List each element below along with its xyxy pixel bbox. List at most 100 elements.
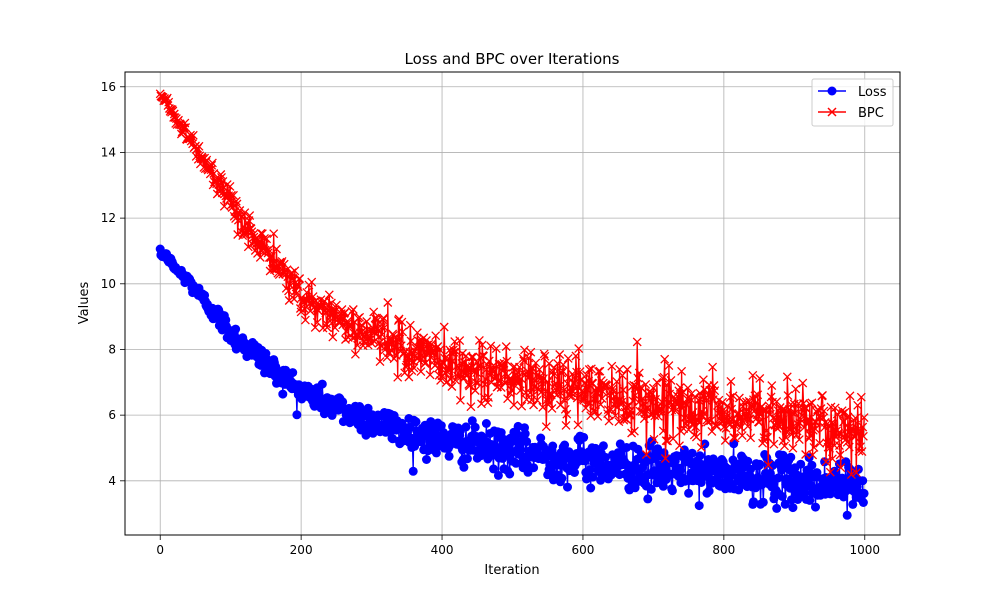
data-point	[487, 366, 497, 376]
data-point	[857, 447, 867, 457]
data-point	[455, 336, 465, 346]
data-point	[643, 494, 653, 504]
x-axis-label: Iteration	[484, 563, 539, 578]
data-point	[216, 170, 226, 179]
data-point	[835, 450, 845, 460]
data-point	[412, 328, 422, 338]
data-point	[825, 467, 835, 477]
data-point	[522, 437, 532, 447]
data-point	[840, 407, 850, 417]
data-point	[269, 229, 279, 239]
data-point	[634, 368, 644, 378]
data-point	[821, 457, 831, 467]
data-point	[695, 451, 705, 461]
data-point	[348, 305, 358, 314]
data-point	[694, 395, 703, 405]
data-point	[589, 394, 599, 404]
data-point	[416, 437, 426, 447]
data-point	[748, 370, 758, 380]
data-point	[617, 370, 627, 380]
data-point	[350, 349, 360, 359]
data-point	[409, 363, 419, 373]
data-point	[675, 441, 684, 451]
data-point	[302, 287, 312, 297]
data-point	[809, 442, 819, 452]
data-point	[586, 364, 596, 374]
data-point	[763, 460, 773, 470]
data-point	[708, 362, 718, 372]
data-point	[534, 365, 544, 374]
data-point	[470, 386, 480, 395]
data-point	[262, 234, 272, 244]
data-point	[493, 376, 503, 386]
data-point	[512, 429, 522, 439]
data-point	[673, 398, 683, 408]
data-point	[461, 422, 471, 432]
data-point	[675, 382, 685, 392]
data-point	[815, 438, 825, 448]
data-point	[520, 429, 530, 439]
data-point	[451, 346, 461, 356]
data-point	[444, 451, 454, 461]
data-point	[284, 296, 294, 305]
data-point	[780, 499, 790, 509]
data-point	[560, 440, 570, 450]
data-point	[842, 437, 852, 447]
data-point	[531, 358, 541, 368]
data-point	[629, 380, 639, 390]
data-point	[246, 224, 256, 234]
data-point	[836, 463, 846, 473]
data-point	[292, 410, 302, 420]
data-point	[796, 459, 806, 469]
data-point	[777, 405, 787, 415]
data-point	[396, 341, 406, 351]
data-point	[749, 497, 758, 507]
data-point	[367, 323, 377, 332]
data-point	[598, 441, 608, 451]
data-point	[585, 465, 595, 475]
data-point	[858, 476, 868, 486]
data-point	[652, 377, 662, 387]
data-point	[641, 450, 651, 459]
data-point	[608, 386, 618, 396]
data-point	[649, 434, 659, 444]
ticks: 0 200 400 600 800 1000 4 6 8 10 12 14 16	[101, 80, 880, 557]
data-point	[465, 381, 474, 391]
data-point	[791, 384, 801, 394]
data-point	[755, 373, 765, 383]
data-point	[750, 391, 760, 401]
series-layer	[155, 89, 869, 520]
data-point	[194, 141, 204, 151]
data-point	[808, 450, 818, 460]
data-point	[746, 400, 756, 410]
data-point	[825, 443, 834, 453]
data-point	[730, 433, 740, 443]
x-tick-label: 800	[712, 543, 735, 557]
data-point	[859, 488, 869, 498]
data-point	[626, 410, 636, 420]
data-point	[514, 378, 524, 388]
data-point	[541, 422, 551, 432]
y-tick-label: 8	[108, 342, 116, 356]
data-point	[853, 400, 863, 410]
data-point	[404, 372, 414, 382]
data-point	[720, 436, 730, 445]
data-point	[701, 396, 711, 406]
data-point	[447, 382, 457, 391]
legend-swatch-loss	[818, 86, 846, 96]
data-point	[563, 482, 572, 492]
data-point	[827, 454, 837, 464]
data-point	[660, 354, 670, 364]
data-point	[706, 386, 716, 396]
data-point	[593, 411, 603, 421]
data-point	[416, 367, 426, 377]
data-point	[466, 402, 476, 412]
data-point	[651, 394, 660, 404]
data-point	[486, 341, 496, 351]
legend: Loss BPC	[811, 78, 894, 127]
data-point	[207, 160, 217, 170]
data-point	[501, 342, 511, 352]
y-tick-label: 6	[108, 408, 116, 422]
data-point	[169, 109, 179, 119]
data-point	[794, 435, 804, 445]
